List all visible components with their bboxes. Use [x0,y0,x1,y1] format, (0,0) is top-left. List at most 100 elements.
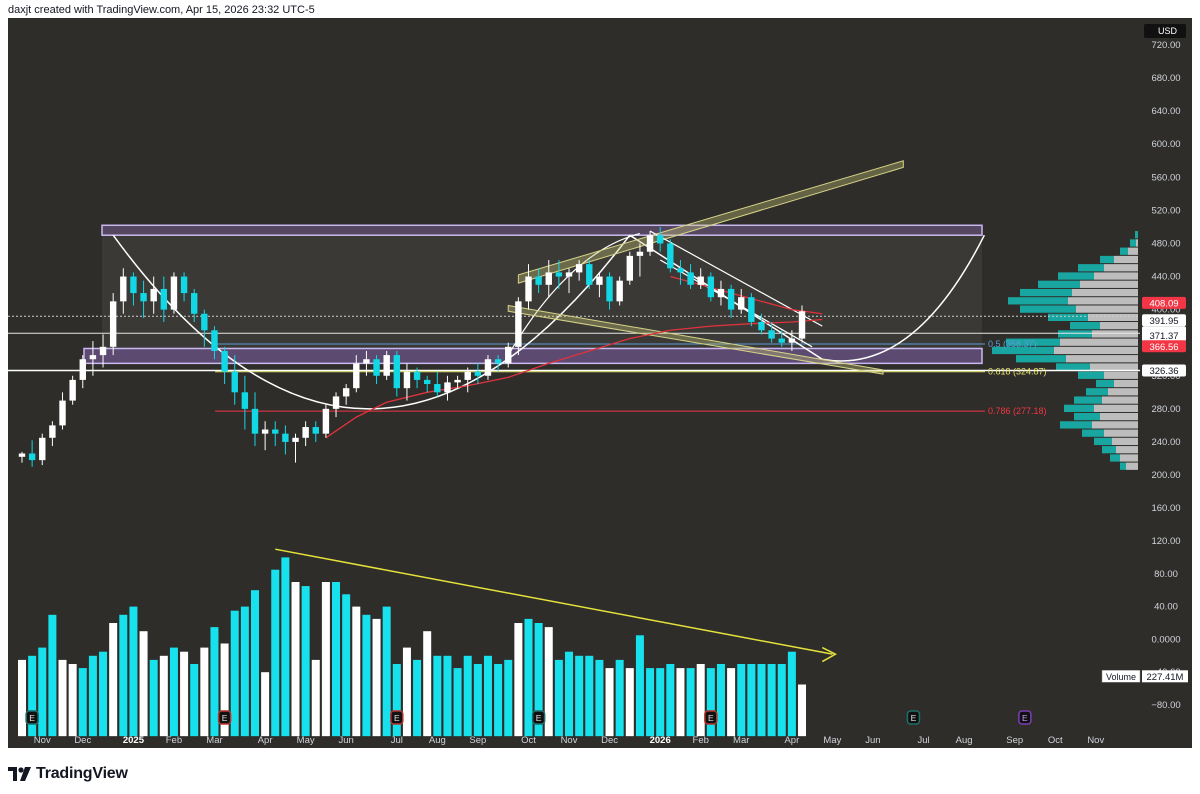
last-price-label: 391.95 [1149,316,1178,327]
volume-bar [706,668,715,737]
candle [525,276,532,302]
candle [39,437,46,461]
profile-bar-up [1100,322,1138,330]
volume-bar [757,664,766,737]
candle [332,396,340,409]
earnings-icon[interactable] [906,710,921,725]
volume-bar [200,647,209,737]
profile-bar-up [1054,346,1138,355]
chart-attribution: daxjt created with TradingView.com, Apr … [8,4,315,16]
price-tick-label: 520.00 [1151,205,1180,216]
candle [18,453,26,457]
candle [383,355,390,376]
volume-bar [28,655,37,737]
candle [79,359,86,380]
profile-bar-down [1120,247,1128,255]
earnings-icon[interactable] [217,710,232,725]
profile-bar-up [1108,388,1138,396]
profile-bar-up [1094,404,1138,412]
earnings-icon[interactable] [1018,710,1032,725]
profile-bar-down [1094,437,1112,446]
volume-bar [504,659,513,737]
earnings-icon[interactable] [531,710,546,725]
volume-bar [494,664,503,737]
candle [474,371,482,376]
volume-bar [169,647,178,737]
time-tick-label: Jul [391,735,403,746]
candle [535,276,542,285]
volume-bar [595,659,604,737]
volume-bar [129,606,138,737]
price-scale[interactable] [1140,18,1192,748]
earnings-icon[interactable] [390,710,404,725]
profile-bar-up [1116,446,1138,454]
profile-bar-down [1006,338,1060,346]
volume-bar [453,668,462,737]
volume-bar [311,659,320,737]
volume-bar [250,590,259,737]
volume-bar [362,614,371,737]
earnings-icon[interactable] [704,710,718,725]
fib-label-2: 0.786 (277.18) [988,406,1047,416]
volume-bar [585,655,594,737]
volume-bar [514,623,523,737]
profile-bar-down [1048,313,1088,322]
range-shading [102,235,982,349]
candle [373,359,380,376]
volume-tick-label: −80.00 [1151,700,1180,711]
candle [575,264,583,273]
profile-bar-down [1056,363,1090,371]
candle [707,276,715,298]
price-tick-label: 400.00 [1151,305,1180,316]
time-tick-label: Oct [1048,735,1063,746]
volume-bar [605,668,614,737]
profile-bar-down [1038,280,1080,288]
profile-bar-down [1082,429,1104,437]
candle [59,400,66,426]
cup-arc-right [629,234,986,362]
volume-bar [382,606,391,737]
earnings-icon[interactable] [25,710,39,725]
candle [120,276,127,302]
profile-bar-up [1136,239,1138,247]
volume-bar [99,651,108,737]
fib-label-0: 0.5 (358.37) [988,339,1037,349]
plot-background [8,18,1140,748]
profile-bar-up [1066,355,1138,363]
price-label-408-bg [1142,296,1186,309]
volume-bar [575,655,584,737]
candle [505,346,512,364]
candles-layer [18,226,806,467]
time-tick-label: Aug [429,735,446,746]
earnings-letter: E [394,713,400,723]
tradingview-logo[interactable]: TradingView [8,764,128,784]
volume-bar [109,623,118,737]
candle [413,371,421,380]
profile-bar-up [1076,305,1138,313]
profile-bar-up [1068,297,1138,305]
volume-bar [119,614,128,737]
candle [322,408,330,434]
profile-bar-down [992,346,1054,355]
currency-label: USD [1158,26,1178,36]
candle [494,359,502,364]
profile-bar-down [1096,379,1114,388]
volume-bar [727,668,736,737]
candlestick-chart[interactable]: 0.5 (358.37) 0.618 (324.87) 0.786 (277.18)… [0,18,1200,756]
volume-trend-line [275,548,833,655]
candle [99,346,107,356]
volume-bar [676,668,685,737]
candle [231,371,238,393]
price-tick-label: 720.00 [1151,40,1180,51]
profile-bar-down [1110,454,1120,462]
candle [191,293,198,314]
volume-bar [58,659,67,737]
time-tick-label: Jun [338,735,353,746]
volume-tick-label: 120.00 [1151,536,1180,547]
volume-bar [291,582,300,737]
candle [69,379,76,401]
price-tick-label: 240.00 [1151,437,1180,448]
volume-bar [615,659,624,737]
